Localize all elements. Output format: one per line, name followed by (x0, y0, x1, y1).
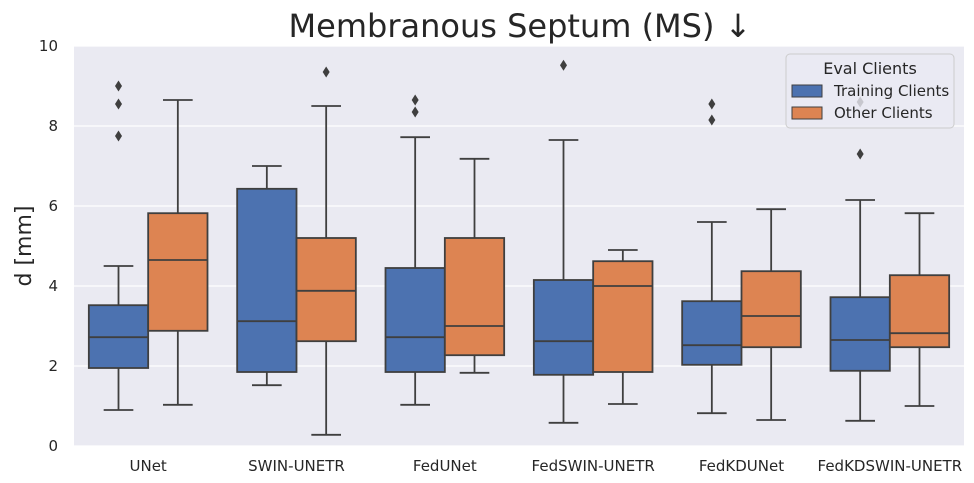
outlier-point (115, 130, 122, 142)
y-axis-label: d [mm] (12, 206, 37, 287)
iqr-box (681, 300, 743, 366)
box-series (87, 59, 951, 436)
box-0-0 (87, 80, 150, 411)
box-1-3 (592, 249, 654, 405)
box-0-5 (829, 96, 891, 422)
iqr-box (532, 279, 595, 376)
box-0-2 (384, 94, 446, 406)
chart-title: Membranous Septum (MS) ↓ (289, 7, 752, 45)
iqr-box (295, 237, 357, 343)
box-1-4 (740, 208, 802, 421)
x-tick-label: FedUNet (413, 457, 477, 475)
y-tick-label: 2 (48, 357, 58, 375)
iqr-box (443, 237, 506, 357)
legend-swatch (791, 106, 823, 120)
box-1-1 (295, 66, 357, 436)
outlier-point (708, 114, 716, 126)
box-0-3 (532, 59, 595, 424)
outlier-point (856, 148, 864, 160)
legend: Eval Clients Training Clients Other Clien… (785, 53, 955, 129)
box-1-2 (443, 157, 506, 374)
grid-lines (74, 45, 964, 447)
iqr-box (740, 270, 802, 349)
y-tick-label: 0 (48, 437, 58, 455)
outlier-point (411, 94, 419, 106)
x-tick-label: FedKDUNet (699, 457, 784, 475)
outlier-point (115, 80, 122, 92)
iqr-box (829, 296, 891, 372)
outlier-point (411, 106, 419, 118)
outlier-point (322, 66, 330, 78)
legend-entry-label: Training Clients (833, 82, 949, 100)
x-tick-label: FedSWIN-UNETR (532, 457, 655, 475)
iqr-box (888, 274, 951, 349)
x-axis-ticks: UNet SWIN-UNETR FedUNet FedSWIN-UNETR FedKDU… (130, 457, 963, 475)
outlier-point (115, 98, 122, 110)
legend-frame (785, 53, 955, 129)
iqr-box (236, 187, 298, 373)
y-tick-label: 8 (48, 117, 58, 135)
legend-swatch (791, 84, 823, 98)
box-0-1 (236, 165, 298, 387)
outlier-point (560, 59, 567, 71)
iqr-box (147, 212, 209, 332)
box-1-5 (888, 212, 951, 407)
y-axis-ticks: 0 2 4 6 8 10 (39, 37, 58, 455)
legend-title: Eval Clients (823, 59, 917, 78)
outlier-point (708, 98, 716, 110)
y-tick-label: 6 (48, 197, 58, 215)
y-tick-label: 10 (39, 37, 58, 55)
x-tick-label: UNet (130, 457, 167, 475)
legend-entry-label: Other Clients (834, 104, 933, 122)
box-1-0 (147, 99, 209, 406)
y-tick-label: 4 (48, 277, 58, 295)
iqr-box (384, 267, 446, 373)
x-tick-label: FedKDSWIN-UNETR (818, 457, 963, 475)
iqr-box (592, 260, 654, 373)
x-tick-label: SWIN-UNETR (248, 457, 345, 475)
